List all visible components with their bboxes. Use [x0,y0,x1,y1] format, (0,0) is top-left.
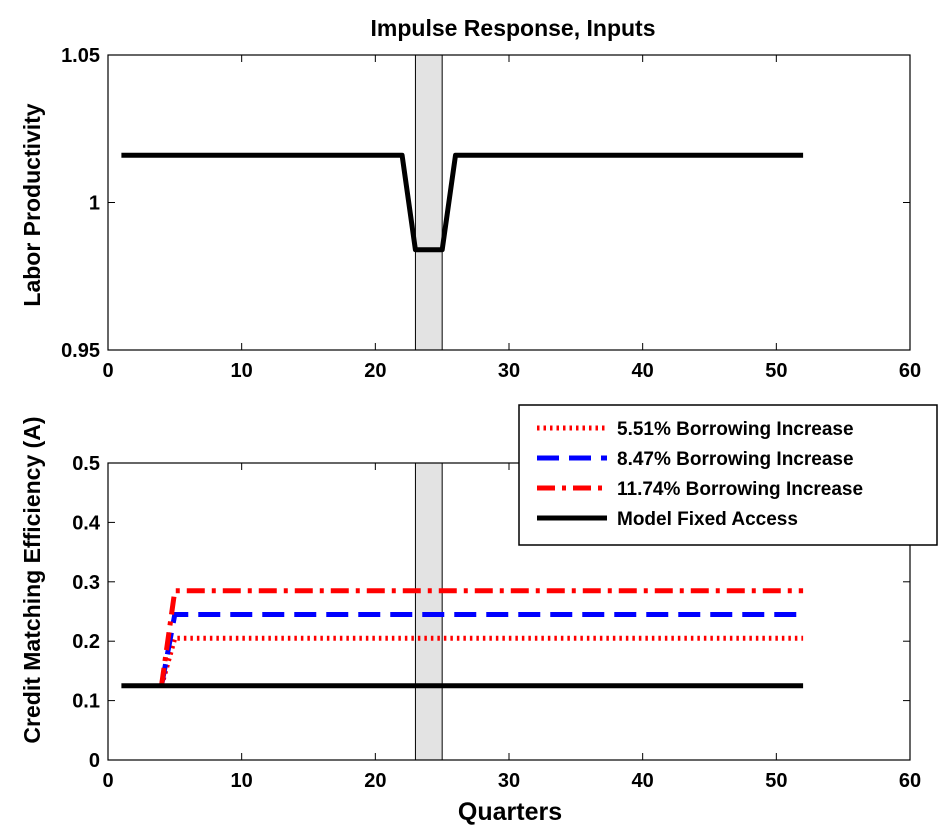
figure-title: Impulse Response, Inputs [371,15,656,41]
x-tick-label: 30 [498,360,520,382]
series-line-1 [121,152,804,253]
legend-label: Model Fixed Access [617,509,798,530]
y-tick-label: 0.1 [72,691,100,713]
legend-label: 11.74% Borrowing Increase [617,479,863,500]
x-tick-label: 20 [364,360,386,382]
y-tick-label: 0.3 [72,572,100,594]
x-tick-label: 20 [364,770,386,792]
credit-matching-panel: Credit Matching Efficiency (A) Quarters … [19,404,938,826]
x-tick-label: 10 [231,770,253,792]
y-tick-label: 0.5 [72,453,100,475]
legend-label: 5.51% Borrowing Increase [617,419,854,440]
y-tick-label: 1.05 [61,45,100,67]
y-tick-label: 0.2 [72,631,100,653]
y-tick-label: 0.95 [61,340,100,362]
legend-label: 8.47% Borrowing Increase [617,449,854,470]
labor-productivity-panel: Labor Productivity 0 10 20 30 40 50 60 0.95 1 1.0… [19,45,921,382]
x-tick-label: 60 [899,770,921,792]
y-tick-label: 0 [89,750,100,772]
y-tick-label: 0.4 [72,512,101,534]
y-axis-label: Labor Productivity [19,103,45,306]
series-line-1 [159,635,804,687]
x-tick-label: 10 [231,360,253,382]
x-tick-label: 50 [765,360,787,382]
x-tick-label: 40 [632,770,654,792]
legend: 5.51% Borrowing Increase 8.47% Borrowing … [518,404,938,546]
y-axis-label: Credit Matching Efficiency (A) [19,416,45,743]
x-tick-label: 50 [765,770,787,792]
x-tick-label: 30 [498,770,520,792]
x-tick-label: 0 [102,770,113,792]
x-tick-label: 60 [899,360,921,382]
x-axis-label: Quarters [458,798,562,826]
shaded-region [414,462,443,761]
axes-box [107,54,911,351]
series-line-2 [159,612,804,687]
legend-box [518,404,938,546]
shaded-region [414,54,443,351]
y-tick-label: 1 [89,193,100,215]
series-line-3 [159,588,804,687]
x-tick-label: 0 [102,360,113,382]
x-tick-label: 40 [632,360,654,382]
